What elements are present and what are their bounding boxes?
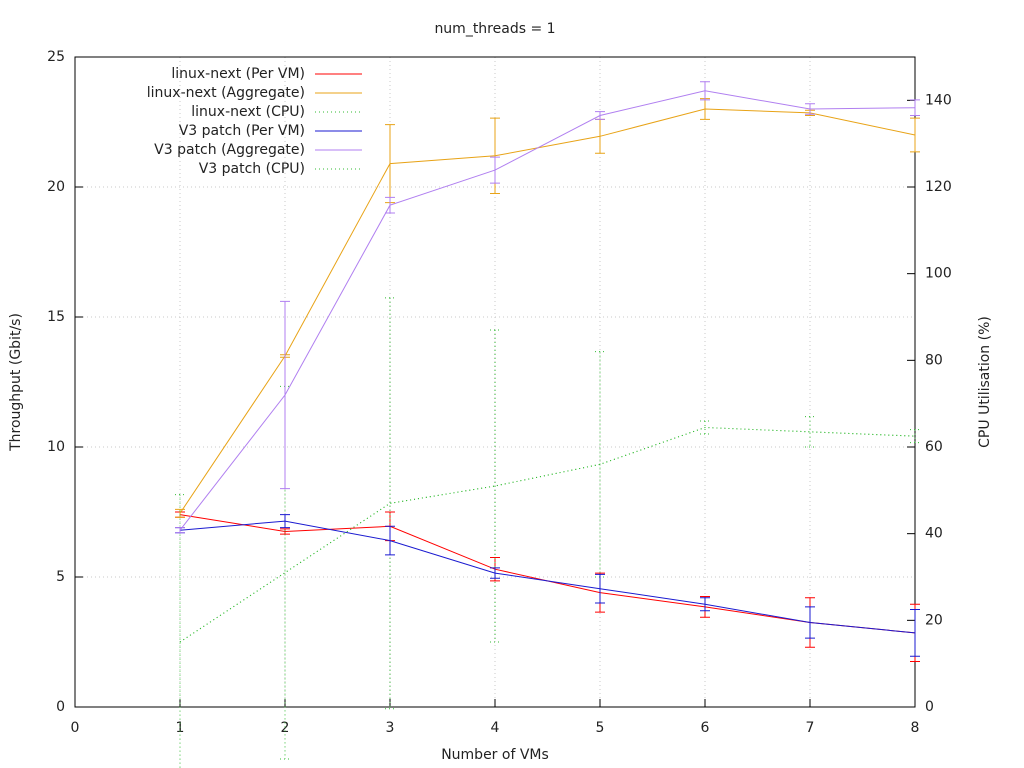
x-tick-label: 7 xyxy=(806,720,815,736)
y2-tick-label: 80 xyxy=(925,352,943,368)
y2-tick-label: 140 xyxy=(925,92,952,108)
legend-label: linux-next (Per VM) xyxy=(171,66,305,82)
y2-tick-label: 0 xyxy=(925,699,934,715)
y-axis-label: Throughput (Gbit/s) xyxy=(8,313,24,452)
y-tick-label: 15 xyxy=(47,309,65,325)
series-line xyxy=(179,90,916,531)
y-tick-label: 25 xyxy=(47,49,65,65)
y2-tick-label: 40 xyxy=(925,526,943,542)
error-bar xyxy=(700,420,710,435)
x-tick-label: 5 xyxy=(596,720,605,736)
series-line xyxy=(179,520,916,634)
x-tick-label: 2 xyxy=(281,720,290,736)
plot-frame xyxy=(74,56,916,708)
x-tick-label: 0 xyxy=(71,720,80,736)
y2-axis-label: CPU Utilisation (%) xyxy=(977,316,993,448)
y2-tick-label: 120 xyxy=(925,179,952,195)
y-tick-label: 0 xyxy=(56,699,65,715)
series-line xyxy=(179,426,916,643)
error-bar xyxy=(805,416,815,448)
legend-label: V3 patch (CPU) xyxy=(199,161,305,177)
y2-tick-label: 100 xyxy=(925,266,952,282)
y2-tick-label: 20 xyxy=(925,612,943,628)
x-tick-label: 1 xyxy=(176,720,185,736)
x-tick-label: 6 xyxy=(701,720,710,736)
y-tick-label: 10 xyxy=(47,439,65,455)
y-tick-label: 5 xyxy=(56,569,65,585)
y-tick-label: 20 xyxy=(47,179,65,195)
x-axis-label: Number of VMs xyxy=(441,747,549,763)
error-bar xyxy=(385,297,395,710)
legend-label: linux-next (CPU) xyxy=(191,104,305,120)
error-bar xyxy=(910,429,920,444)
series-line xyxy=(179,426,916,643)
legend-label: V3 patch (Aggregate) xyxy=(154,142,305,158)
error-bar xyxy=(175,494,185,768)
x-tick-label: 3 xyxy=(386,720,395,736)
chart-title: num_threads = 1 xyxy=(434,21,555,37)
legend-label: linux-next (Aggregate) xyxy=(147,85,305,101)
error-bar xyxy=(490,329,500,643)
series-line xyxy=(179,108,916,514)
y2-tick-label: 60 xyxy=(925,439,943,455)
legend-label: V3 patch (Per VM) xyxy=(179,123,305,139)
x-tick-label: 4 xyxy=(491,720,500,736)
series-line xyxy=(179,514,916,634)
x-tick-label: 8 xyxy=(911,720,920,736)
